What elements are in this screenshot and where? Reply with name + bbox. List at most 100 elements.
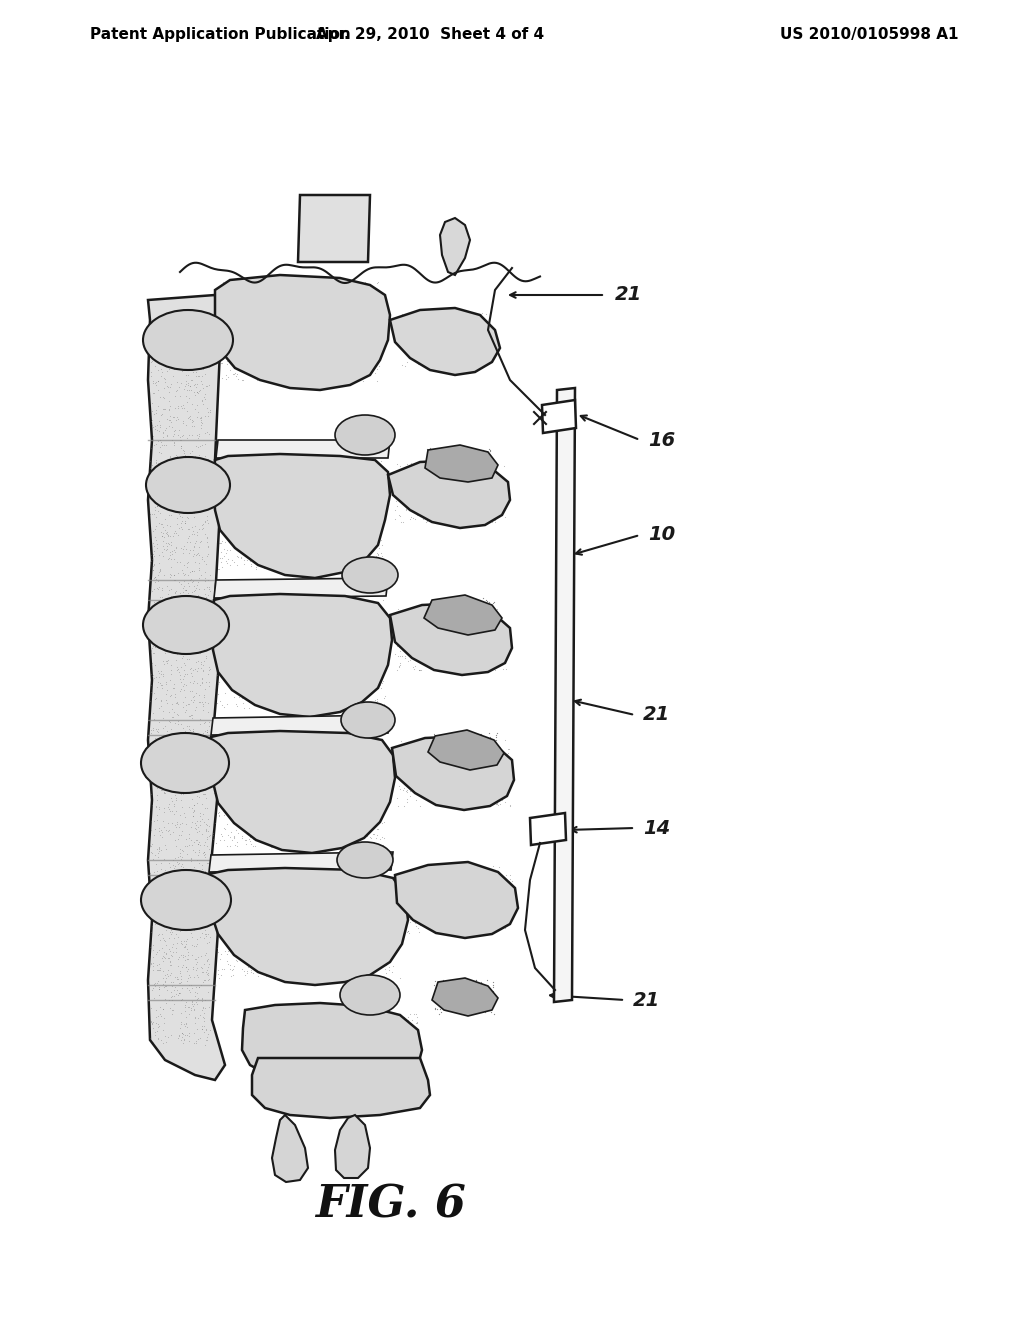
Point (281, 653, 297, 675)
Point (324, 462, 340, 483)
Point (236, 358, 252, 379)
Point (174, 892, 190, 913)
Point (311, 1063, 328, 1084)
Point (252, 314, 268, 335)
Point (285, 511, 301, 532)
Point (158, 449, 174, 470)
Point (176, 536, 193, 557)
Point (194, 337, 210, 358)
Point (327, 643, 343, 664)
Point (163, 630, 179, 651)
Point (180, 454, 197, 475)
Point (449, 735, 465, 756)
Point (368, 701, 384, 722)
Point (303, 948, 319, 969)
Point (270, 1022, 287, 1043)
Point (454, 587, 470, 609)
Point (332, 371, 348, 392)
Point (366, 921, 382, 942)
Ellipse shape (146, 457, 230, 513)
Point (425, 302, 441, 323)
Point (224, 453, 241, 474)
Point (185, 999, 202, 1020)
Point (293, 675, 309, 696)
Point (226, 309, 243, 330)
Point (356, 975, 373, 997)
Point (468, 764, 484, 785)
Point (151, 570, 167, 591)
Point (293, 1002, 309, 1023)
Point (247, 607, 263, 628)
Point (159, 876, 175, 898)
Point (307, 606, 324, 627)
Point (183, 738, 200, 759)
Point (147, 598, 164, 619)
Point (476, 876, 493, 898)
Point (155, 903, 171, 924)
Point (358, 1040, 375, 1061)
Point (446, 620, 463, 642)
Point (260, 639, 276, 660)
Point (148, 744, 165, 766)
Point (325, 936, 341, 957)
Point (189, 898, 206, 919)
Point (300, 638, 316, 659)
Point (297, 1094, 313, 1115)
Point (411, 645, 427, 667)
Point (299, 318, 315, 339)
Point (181, 599, 198, 620)
Point (281, 507, 297, 528)
Point (455, 733, 471, 754)
Point (455, 783, 471, 804)
Point (229, 925, 246, 946)
Point (330, 743, 346, 764)
Point (305, 537, 322, 558)
Point (159, 330, 175, 351)
Point (238, 817, 254, 838)
Point (316, 1022, 333, 1043)
Point (335, 945, 351, 966)
Point (396, 474, 413, 495)
Point (148, 861, 165, 882)
Point (484, 593, 501, 614)
Point (194, 957, 210, 978)
Point (293, 883, 309, 904)
Point (281, 676, 297, 697)
Point (321, 785, 337, 807)
Point (298, 219, 314, 240)
Point (234, 825, 251, 846)
Point (169, 692, 185, 713)
Point (350, 628, 367, 649)
Point (338, 195, 354, 216)
Point (337, 1088, 353, 1109)
Point (156, 882, 172, 903)
Point (481, 746, 498, 767)
Point (321, 470, 337, 491)
Point (464, 611, 480, 632)
Point (365, 312, 381, 333)
Point (468, 499, 484, 520)
Point (398, 1024, 415, 1045)
Point (424, 895, 440, 916)
Point (392, 730, 409, 751)
Point (308, 1092, 325, 1113)
Point (298, 500, 314, 521)
Point (433, 494, 450, 515)
Point (352, 915, 369, 936)
Point (166, 549, 182, 570)
Point (194, 923, 210, 944)
Point (158, 494, 174, 515)
Point (227, 466, 244, 487)
Point (371, 470, 387, 491)
Point (158, 919, 174, 940)
Point (446, 913, 463, 935)
Point (436, 987, 453, 1008)
Point (366, 568, 382, 589)
Point (156, 458, 172, 479)
Point (236, 609, 252, 630)
Point (307, 869, 324, 890)
Point (193, 407, 209, 428)
Point (169, 380, 185, 401)
Point (172, 385, 188, 407)
Point (335, 627, 351, 648)
